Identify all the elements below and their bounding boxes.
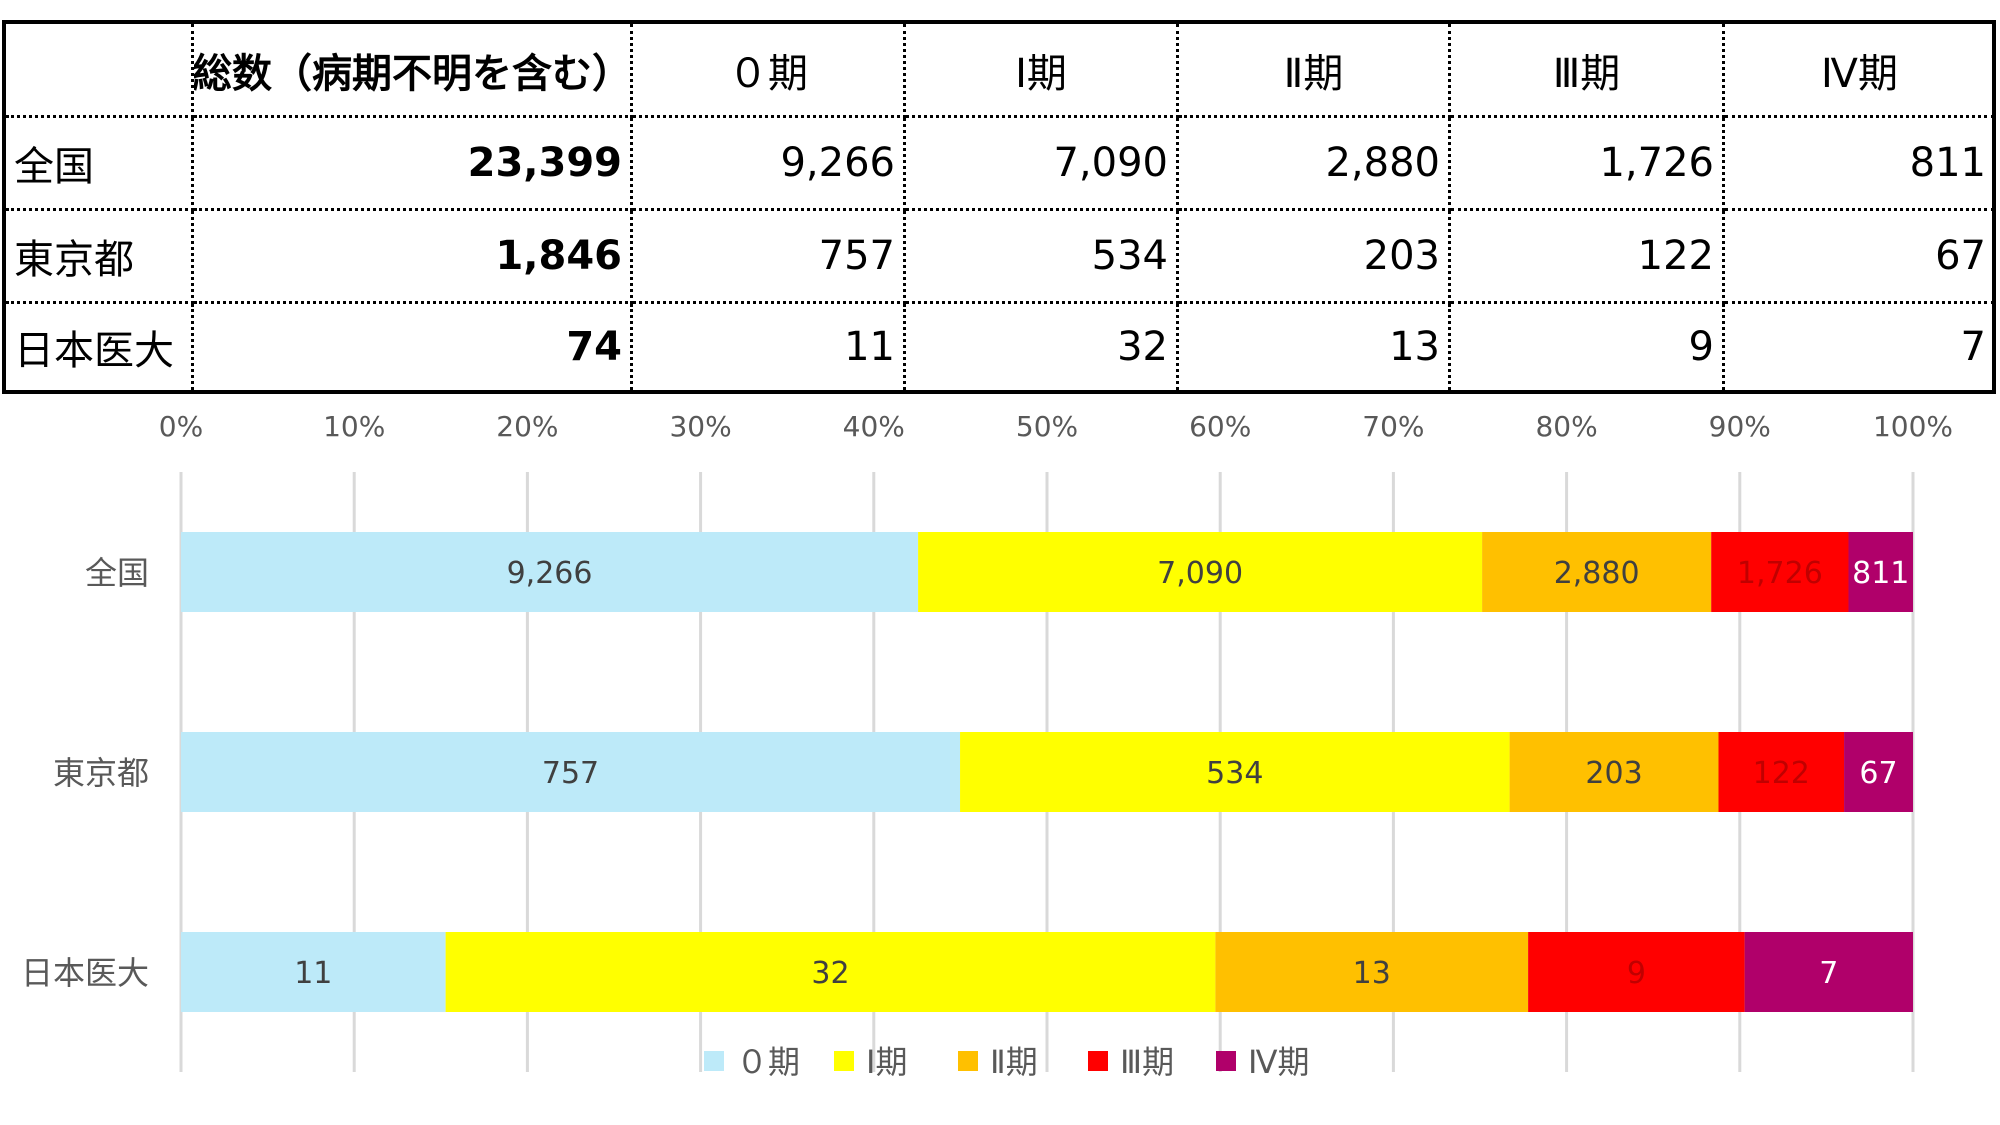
bar-segment: [445, 932, 1216, 1012]
table-header-cell: 総数（病期不明を含む）: [194, 24, 633, 118]
data-label: 7,090: [1157, 556, 1243, 591]
legend-swatch: [704, 1051, 724, 1071]
table-stage-cell: 534: [906, 211, 1179, 304]
bar-segment: [1509, 732, 1719, 812]
table-stage-cell: 757: [633, 211, 906, 304]
table-stage-cell: 9: [1451, 304, 1725, 390]
x-tick-label: 0%: [159, 410, 203, 443]
table-stage-cell: 7,090: [906, 118, 1179, 211]
data-label: 122: [1753, 756, 1810, 791]
legend-label: Ⅰ期: [866, 1043, 907, 1081]
x-tick-label: 10%: [323, 410, 385, 443]
x-tick-label: 90%: [1709, 410, 1771, 443]
x-tick-label: 70%: [1362, 410, 1424, 443]
table-stage-cell: 11: [633, 304, 906, 390]
data-label: 11: [294, 956, 332, 991]
x-tick-label: 50%: [1016, 410, 1078, 443]
bar-segment: [918, 532, 1483, 612]
legend-label: ０期: [736, 1043, 800, 1081]
category-label: 日本医大: [21, 954, 149, 992]
category-label: 全国: [85, 554, 149, 592]
table-stage-cell: 7: [1960, 324, 1986, 370]
data-label: 13: [1353, 956, 1391, 991]
bar-segment: [181, 732, 961, 812]
bar-segment: [1744, 932, 1913, 1012]
bar-segment: [1482, 532, 1712, 612]
legend-swatch: [1088, 1051, 1108, 1071]
table-row-label: 東京都: [6, 211, 194, 304]
legend-label: Ⅳ期: [1248, 1043, 1310, 1081]
x-tick-label: 60%: [1189, 410, 1251, 443]
x-tick-label: 100%: [1873, 410, 1953, 443]
table-row-label: 全国: [6, 118, 194, 211]
table-stage-cell: 122: [1451, 211, 1725, 304]
bar-segment: [1718, 732, 1845, 812]
table-stage-cell: 32: [906, 304, 1179, 390]
bar-segment: [1848, 532, 1913, 612]
legend-swatch: [834, 1051, 854, 1071]
bar-segment: [1215, 932, 1529, 1012]
table-total-cell: 1,846: [194, 211, 633, 304]
data-label: 811: [1852, 556, 1909, 591]
table-stage-cell: 811: [1725, 118, 1994, 211]
table-stage-cell: 2,880: [1179, 118, 1451, 211]
data-label: 67: [1859, 756, 1897, 791]
legend-label: Ⅲ期: [1120, 1043, 1174, 1081]
table-stage-cell: 1,726: [1451, 118, 1725, 211]
table-header-cell: Ⅳ期: [1725, 24, 1994, 118]
data-label: 2,880: [1554, 556, 1640, 591]
data-label: 757: [542, 756, 599, 791]
data-label: 534: [1206, 756, 1263, 791]
table-total-cell: 74: [194, 304, 633, 390]
x-tick-label: 20%: [496, 410, 558, 443]
table-stage-cell: 13: [1179, 304, 1451, 390]
category-label: 東京都: [53, 754, 149, 792]
data-label: 7: [1819, 956, 1838, 991]
table-header-cell: Ⅱ期: [1179, 24, 1451, 118]
data-label: 9,266: [507, 556, 593, 591]
bar-segment: [1844, 732, 1913, 812]
data-label: 1,726: [1737, 556, 1823, 591]
table-row-label: 日本医大: [6, 304, 194, 390]
table-header-cell: Ⅰ期: [906, 24, 1179, 118]
bar-segment: [960, 732, 1510, 812]
data-label: 32: [811, 956, 849, 991]
table-stage-cell: 203: [1179, 211, 1451, 304]
legend-swatch: [1216, 1051, 1236, 1071]
x-tick-label: 40%: [843, 410, 905, 443]
data-label: 9: [1627, 956, 1646, 991]
table-header-cell: ０期: [633, 24, 906, 118]
bar-segment: [1711, 532, 1849, 612]
bar-segment: [1528, 932, 1745, 1012]
stage-count-table: 総数（病期不明を含む） ０期 Ⅰ期 Ⅱ期 Ⅲ期 Ⅳ期全国 23,399 9,266 7,090 2…: [2, 20, 1996, 394]
data-label: 203: [1585, 756, 1642, 791]
table-header-cell: Ⅲ期: [1451, 24, 1725, 118]
table-total-cell: 23,399: [194, 118, 633, 211]
table-corner-cell: [6, 24, 194, 118]
bar-segment: [181, 932, 446, 1012]
x-tick-label: 30%: [669, 410, 731, 443]
x-tick-label: 80%: [1535, 410, 1597, 443]
bar-segment: [181, 532, 919, 612]
legend-label: Ⅱ期: [990, 1043, 1038, 1081]
stacked-percent-bar-chart: 0% 10% 20% 30% 40% 50% 60% 70% 80% 90% 100% 全国 9,266…: [21, 410, 1953, 1081]
table-stage-cell: 9,266: [633, 118, 906, 211]
table-stage-cell: 67: [1725, 211, 1994, 304]
legend-swatch: [958, 1051, 978, 1071]
